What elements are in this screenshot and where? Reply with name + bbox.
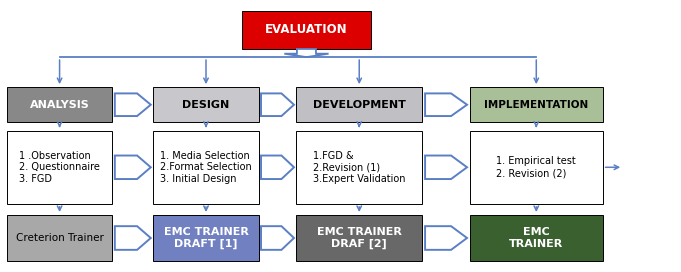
- FancyBboxPatch shape: [296, 87, 422, 122]
- Text: 1. Media Selection
2.Format Selection
3. Initial Design: 1. Media Selection 2.Format Selection 3.…: [160, 151, 252, 184]
- Polygon shape: [115, 156, 151, 179]
- FancyBboxPatch shape: [153, 215, 259, 261]
- FancyBboxPatch shape: [7, 87, 112, 122]
- FancyBboxPatch shape: [470, 87, 603, 122]
- Polygon shape: [115, 226, 151, 250]
- Text: IMPLEMENTATION: IMPLEMENTATION: [484, 100, 588, 110]
- Polygon shape: [425, 93, 467, 116]
- Text: DESIGN: DESIGN: [183, 100, 229, 110]
- Polygon shape: [261, 156, 294, 179]
- Text: 1.FGD &
2.Revision (1)
3.Expert Validation: 1.FGD & 2.Revision (1) 3.Expert Validati…: [313, 151, 405, 184]
- FancyBboxPatch shape: [7, 215, 112, 261]
- Text: 1 .Observation
2. Questionnaire
3. FGD: 1 .Observation 2. Questionnaire 3. FGD: [19, 151, 100, 184]
- Text: EMC
TRAINER: EMC TRAINER: [509, 227, 563, 249]
- Text: EVALUATION: EVALUATION: [265, 23, 348, 36]
- Text: EMC TRAINER
DRAF [2]: EMC TRAINER DRAF [2]: [317, 227, 402, 249]
- FancyBboxPatch shape: [470, 215, 603, 261]
- Polygon shape: [261, 226, 294, 250]
- Text: Creterion Trainer: Creterion Trainer: [16, 233, 104, 243]
- Text: 1. Empirical test
2. Revision (2): 1. Empirical test 2. Revision (2): [496, 156, 576, 178]
- Polygon shape: [425, 226, 467, 250]
- FancyBboxPatch shape: [242, 11, 371, 49]
- Polygon shape: [261, 93, 294, 116]
- FancyBboxPatch shape: [296, 215, 422, 261]
- Text: ANALYSIS: ANALYSIS: [30, 100, 89, 110]
- FancyBboxPatch shape: [153, 131, 259, 204]
- FancyBboxPatch shape: [153, 87, 259, 122]
- Text: EMC TRAINER
DRAFT [1]: EMC TRAINER DRAFT [1]: [163, 227, 249, 249]
- Polygon shape: [425, 156, 467, 179]
- FancyBboxPatch shape: [470, 131, 603, 204]
- FancyBboxPatch shape: [296, 131, 422, 204]
- Polygon shape: [115, 93, 151, 116]
- Polygon shape: [285, 49, 328, 57]
- FancyBboxPatch shape: [7, 131, 112, 204]
- Text: DEVELOPMENT: DEVELOPMENT: [313, 100, 406, 110]
